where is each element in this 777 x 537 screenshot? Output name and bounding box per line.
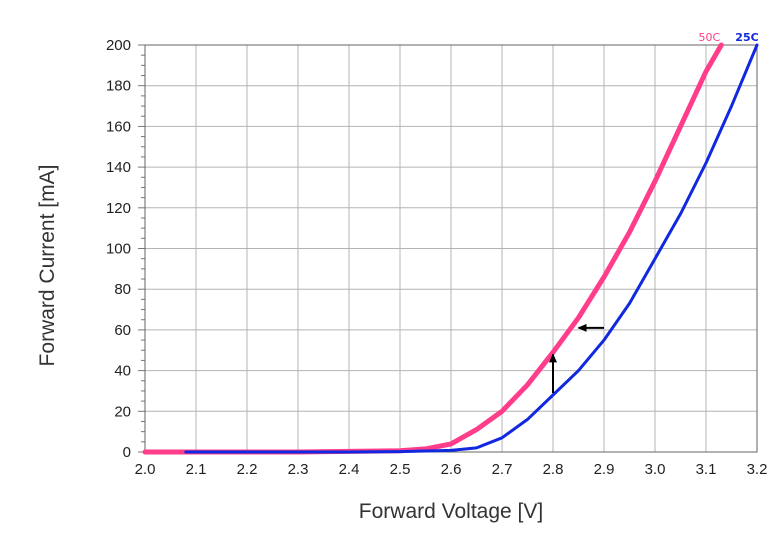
- minor-ticks: [138, 44, 145, 453]
- series-label-50C: 50C: [698, 31, 720, 44]
- x-tick-label: 2.6: [441, 461, 462, 478]
- x-tick-label: 3.2: [747, 461, 768, 478]
- plot-frame: [144, 44, 758, 453]
- y-tick-label: 120: [106, 200, 131, 217]
- series-line-25C: [184, 43, 759, 454]
- y-tick-label: 20: [114, 403, 131, 420]
- x-tick-label: 3.0: [645, 461, 666, 478]
- x-tick-label: 2.3: [288, 461, 309, 478]
- y-tick-label: 160: [106, 118, 131, 135]
- x-tick-label: 2.0: [135, 461, 156, 478]
- x-tick-label: 2.4: [339, 461, 360, 478]
- y-tick-label: 0: [123, 444, 131, 461]
- series-lines: [142, 42, 759, 455]
- y-axis-title: Forward Current [mA]: [36, 165, 59, 367]
- y-tick-label: 40: [114, 363, 131, 380]
- x-tick-label: 2.7: [492, 461, 513, 478]
- annotations: [549, 323, 604, 393]
- y-tick-labels: 0 20 40 60 80 100 120 140 160 180 200: [106, 37, 131, 461]
- x-tick-label: 2.9: [594, 461, 615, 478]
- y-tick-label: 60: [114, 322, 131, 339]
- y-tick-label: 180: [106, 78, 131, 95]
- series-labels: 50C 25C: [698, 31, 758, 44]
- y-tick-label: 200: [106, 37, 131, 54]
- y-tick-label: 80: [114, 281, 131, 298]
- x-tick-labels: 2.0 2.1 2.2 2.3 2.4 2.5 2.6 2.7 2.8 2.9 3.0 3.1 3.2: [135, 461, 768, 478]
- x-tick-label: 2.5: [390, 461, 411, 478]
- x-tick-label: 2.8: [543, 461, 564, 478]
- x-tick-label: 3.1: [696, 461, 717, 478]
- x-tick-label: 2.1: [186, 461, 207, 478]
- series-label-25C: 25C: [735, 31, 758, 44]
- y-tick-label: 100: [106, 241, 131, 258]
- grid: [145, 45, 757, 452]
- x-tick-label: 2.2: [237, 461, 258, 478]
- x-axis-title: Forward Voltage [V]: [359, 500, 543, 523]
- y-tick-label: 140: [106, 159, 131, 176]
